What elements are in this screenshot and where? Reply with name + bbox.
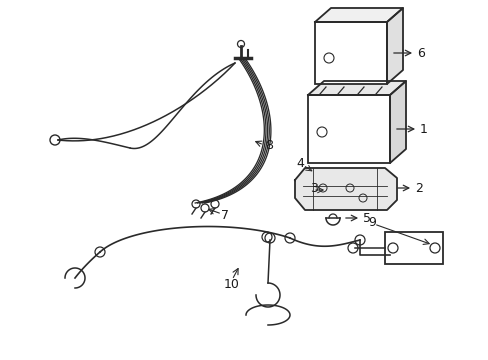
Text: 4: 4	[295, 157, 304, 170]
Text: 1: 1	[419, 122, 427, 135]
Bar	[314, 22, 386, 84]
Polygon shape	[294, 168, 396, 210]
Bar	[384, 232, 442, 264]
Text: 5: 5	[362, 212, 370, 225]
Text: 6: 6	[416, 46, 424, 59]
Polygon shape	[314, 8, 402, 22]
Bar	[307, 95, 389, 163]
Text: 9: 9	[367, 216, 375, 229]
Polygon shape	[386, 8, 402, 84]
Polygon shape	[307, 81, 405, 95]
Text: 8: 8	[264, 139, 272, 152]
Text: 3: 3	[309, 181, 317, 194]
Polygon shape	[389, 81, 405, 163]
Text: 10: 10	[224, 279, 240, 292]
Text: 2: 2	[414, 181, 422, 194]
Text: 7: 7	[221, 208, 228, 221]
